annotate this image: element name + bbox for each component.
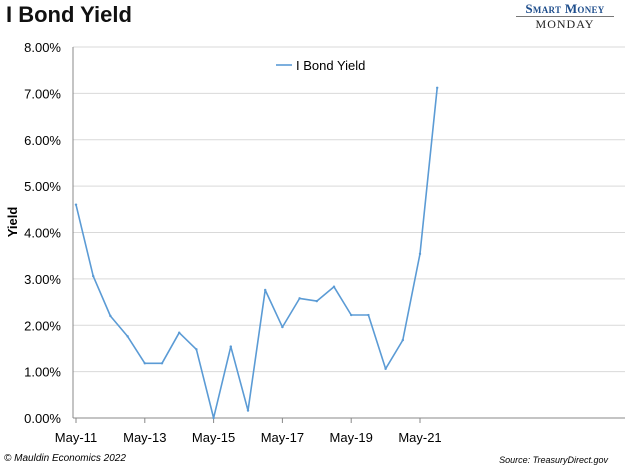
data-point [160, 362, 164, 365]
data-point [436, 86, 439, 90]
x-tick-label: May-17 [261, 430, 304, 445]
x-tick-label: May-19 [330, 430, 373, 445]
source-note: Source: TreasuryDirect.gov [499, 455, 608, 465]
data-point [281, 325, 284, 329]
x-tick-label: May-21 [398, 430, 441, 445]
data-point [350, 313, 353, 317]
y-tick-label: 2.00% [24, 318, 61, 333]
brand-logo-bottom: MONDAY [535, 17, 595, 31]
x-tick-label: May-15 [192, 430, 235, 445]
data-point [246, 409, 250, 412]
series-line-i-bond-yield [75, 87, 438, 419]
y-tick-label: 0.00% [24, 411, 61, 426]
y-tick-label: 4.00% [24, 226, 61, 241]
data-point [418, 252, 422, 256]
y-axis-label: Yield [5, 207, 20, 238]
brand-logo: Smart Money MONDAY [510, 2, 620, 32]
data-point [195, 348, 198, 351]
data-point [384, 367, 387, 371]
y-tick-label: 7.00% [24, 86, 61, 101]
data-point [298, 297, 301, 300]
data-point [332, 285, 336, 288]
data-point [229, 345, 232, 348]
brand-logo-rule [516, 16, 614, 17]
data-point [74, 203, 78, 206]
y-tick-label: 6.00% [24, 133, 61, 148]
x-tick-label: May-11 [55, 430, 97, 445]
data-point [212, 416, 215, 420]
data-point [92, 274, 95, 278]
y-tick-label: 1.00% [24, 365, 61, 380]
data-point [367, 313, 370, 317]
chart-title: I Bond Yield [6, 2, 132, 27]
x-tick-label: May-13 [123, 430, 166, 445]
y-tick-label: 5.00% [24, 179, 61, 194]
data-point [401, 338, 404, 342]
data-point [178, 331, 181, 334]
data-point [143, 362, 146, 365]
legend-label: I Bond Yield [296, 58, 365, 73]
data-point [264, 288, 267, 292]
data-point [109, 314, 112, 318]
y-tick-label: 3.00% [24, 272, 61, 287]
data-point [315, 299, 318, 303]
data-point [126, 335, 129, 338]
brand-logo-top: Smart Money [525, 1, 605, 16]
y-tick-label: 8.00% [24, 40, 61, 55]
copyright-note: © Mauldin Economics 2022 [4, 453, 126, 464]
